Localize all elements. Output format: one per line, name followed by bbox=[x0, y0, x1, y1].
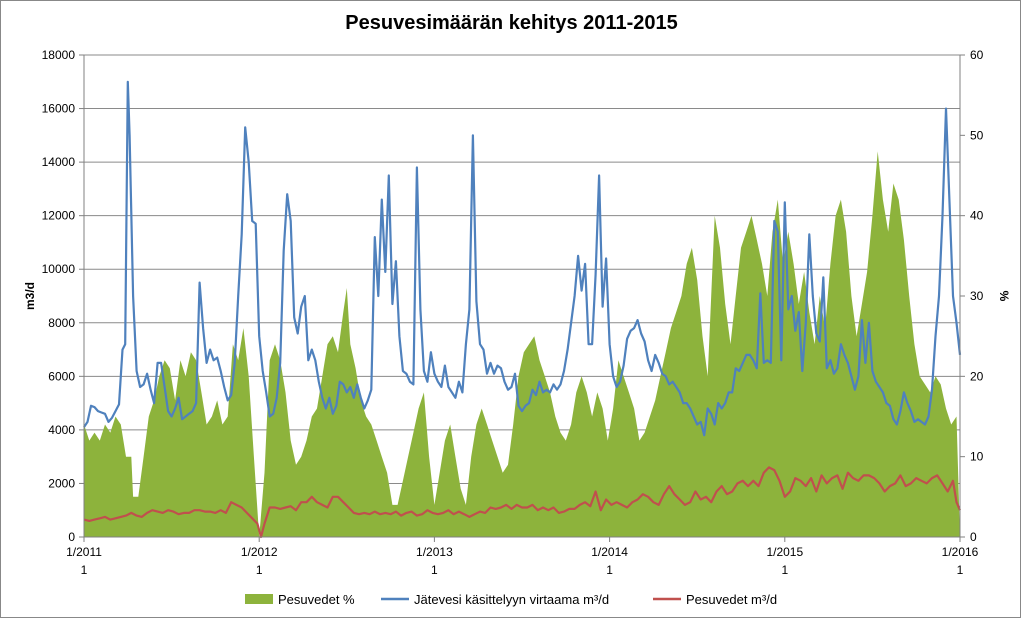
x-tick-sublabel: 1 bbox=[81, 563, 88, 577]
x-tick-label: 1/2016 bbox=[942, 545, 979, 559]
y-right-tick-label: 50 bbox=[970, 128, 984, 142]
y-left-tick-label: 8000 bbox=[48, 316, 75, 330]
y-right-tick-label: 0 bbox=[970, 530, 977, 544]
y-axis-right-label: % bbox=[997, 291, 1011, 302]
series-line-jatevesi bbox=[83, 80, 962, 437]
x-tick-label: 1/2012 bbox=[241, 545, 278, 559]
y-left-tick-label: 6000 bbox=[48, 369, 75, 383]
y-left-tick-label: 2000 bbox=[48, 476, 75, 490]
y-left-tick-label: 0 bbox=[68, 530, 75, 544]
y-left-tick-label: 18000 bbox=[42, 48, 76, 62]
x-tick-sublabel: 1 bbox=[431, 563, 438, 577]
x-tick-sublabel: 1 bbox=[606, 563, 613, 577]
chart-title: Pesuvesimäärän kehitys 2011-2015 bbox=[345, 12, 678, 34]
legend-label: Pesuvedet % bbox=[278, 592, 355, 607]
series-line-pesuvedet bbox=[83, 466, 962, 539]
axes: 0 2000 4000 6000 8000 10000 12000 14000 16000 180… bbox=[42, 48, 984, 577]
x-tick-label: 1/2014 bbox=[591, 545, 628, 559]
x-tick-label: 1/2015 bbox=[766, 545, 803, 559]
y-right-tick-label: 10 bbox=[970, 450, 984, 464]
y-right-tick-label: 40 bbox=[970, 209, 984, 223]
line-series-layer bbox=[83, 80, 962, 539]
x-tick-label: 1/2011 bbox=[66, 545, 102, 559]
y-axis-left-label: m3/d bbox=[23, 282, 37, 310]
legend-label: Jätevesi käsittelyyn virtaama m³/d bbox=[414, 592, 609, 607]
x-tick-sublabel: 1 bbox=[781, 563, 788, 577]
legend-item-pesuvedet-pct: Pesuvedet % bbox=[245, 592, 355, 607]
y-left-tick-label: 16000 bbox=[42, 102, 76, 116]
x-tick-label: 1/2013 bbox=[416, 545, 453, 559]
x-tick-sublabel: 1 bbox=[256, 563, 263, 577]
y-right-tick-label: 30 bbox=[970, 289, 984, 303]
y-left-tick-label: 10000 bbox=[42, 262, 76, 276]
legend-swatch bbox=[245, 594, 273, 604]
series-area-pesuvedet-pct bbox=[84, 151, 960, 537]
area-series-layer bbox=[84, 151, 960, 537]
y-left-tick-label: 14000 bbox=[42, 155, 76, 169]
y-right-tick-label: 60 bbox=[970, 48, 984, 62]
y-left-tick-label: 4000 bbox=[48, 423, 75, 437]
legend: Pesuvedet % Jätevesi käsittelyyn virtaama… bbox=[245, 592, 777, 607]
x-tick-sublabel: 1 bbox=[957, 563, 964, 577]
y-right-tick-label: 20 bbox=[970, 369, 984, 383]
legend-label: Pesuvedet m³/d bbox=[686, 592, 777, 607]
y-left-tick-label: 12000 bbox=[42, 209, 76, 223]
legend-item-jatevesi: Jätevesi käsittelyyn virtaama m³/d bbox=[381, 592, 609, 607]
legend-item-pesuvedet: Pesuvedet m³/d bbox=[653, 592, 777, 607]
